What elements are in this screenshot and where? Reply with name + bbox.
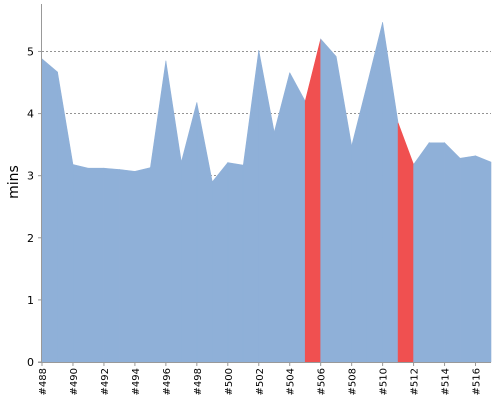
build-segment (351, 84, 368, 363)
build-segment (196, 102, 213, 363)
x-tick-label: #488 (38, 368, 49, 395)
x-tick-label: #494 (131, 368, 142, 395)
build-segment (413, 141, 430, 363)
build-segment (88, 167, 105, 363)
x-tick-label: #498 (193, 368, 204, 395)
x-tick-label: #502 (255, 368, 266, 395)
build-segment (165, 60, 182, 363)
x-tick-label: #514 (441, 368, 452, 395)
build-segment (119, 169, 136, 363)
failed-build-segment (304, 38, 321, 363)
x-tick-label: #490 (69, 368, 80, 395)
build-segment (428, 142, 445, 363)
y-tick-label: 1 (27, 294, 34, 307)
build-segment (459, 155, 476, 363)
build-segment (289, 72, 306, 363)
x-tick-labels: #488 #490 #492 #494 #496 #498 #500 #502 #504 #506… (38, 362, 483, 395)
build-segment (212, 161, 229, 363)
x-tick-label: #500 (224, 368, 235, 395)
build-segment (57, 71, 74, 363)
x-tick-label: #492 (100, 368, 111, 395)
x-tick-label: #496 (162, 368, 173, 395)
x-tick-label: #512 (410, 368, 421, 395)
y-tick-label: 2 (27, 232, 34, 245)
y-tick-labels: 0 1 2 3 4 5 (27, 45, 42, 369)
build-segment (366, 22, 383, 363)
build-segment (134, 167, 151, 363)
build-segment (41, 58, 58, 363)
failed-build-segment (397, 122, 414, 363)
build-segment (382, 22, 399, 363)
x-tick-label: #508 (348, 368, 359, 395)
axes (38, 4, 491, 363)
x-tick-label: #516 (472, 368, 483, 395)
build-segment (242, 50, 260, 363)
x-tick-label: #506 (317, 368, 328, 395)
build-segment (72, 164, 89, 363)
y-axis-label: mins (6, 165, 22, 199)
y-tick-label: 5 (27, 45, 34, 58)
build-segment (335, 56, 352, 363)
build-segment (273, 72, 291, 363)
y-tick-label: 0 (27, 356, 34, 369)
build-segment (181, 102, 198, 363)
y-tick-label: 4 (27, 108, 34, 121)
build-segment (227, 162, 244, 363)
build-segment (258, 50, 275, 363)
build-segment (475, 155, 492, 363)
x-tick-label: #504 (286, 368, 297, 395)
build-segment (320, 38, 337, 363)
duration-areas (41, 22, 492, 363)
build-segment (444, 142, 461, 363)
build-segment (150, 60, 167, 363)
x-tick-label: #510 (379, 368, 390, 395)
build-segment (103, 167, 120, 363)
y-tick-label: 3 (27, 170, 34, 183)
